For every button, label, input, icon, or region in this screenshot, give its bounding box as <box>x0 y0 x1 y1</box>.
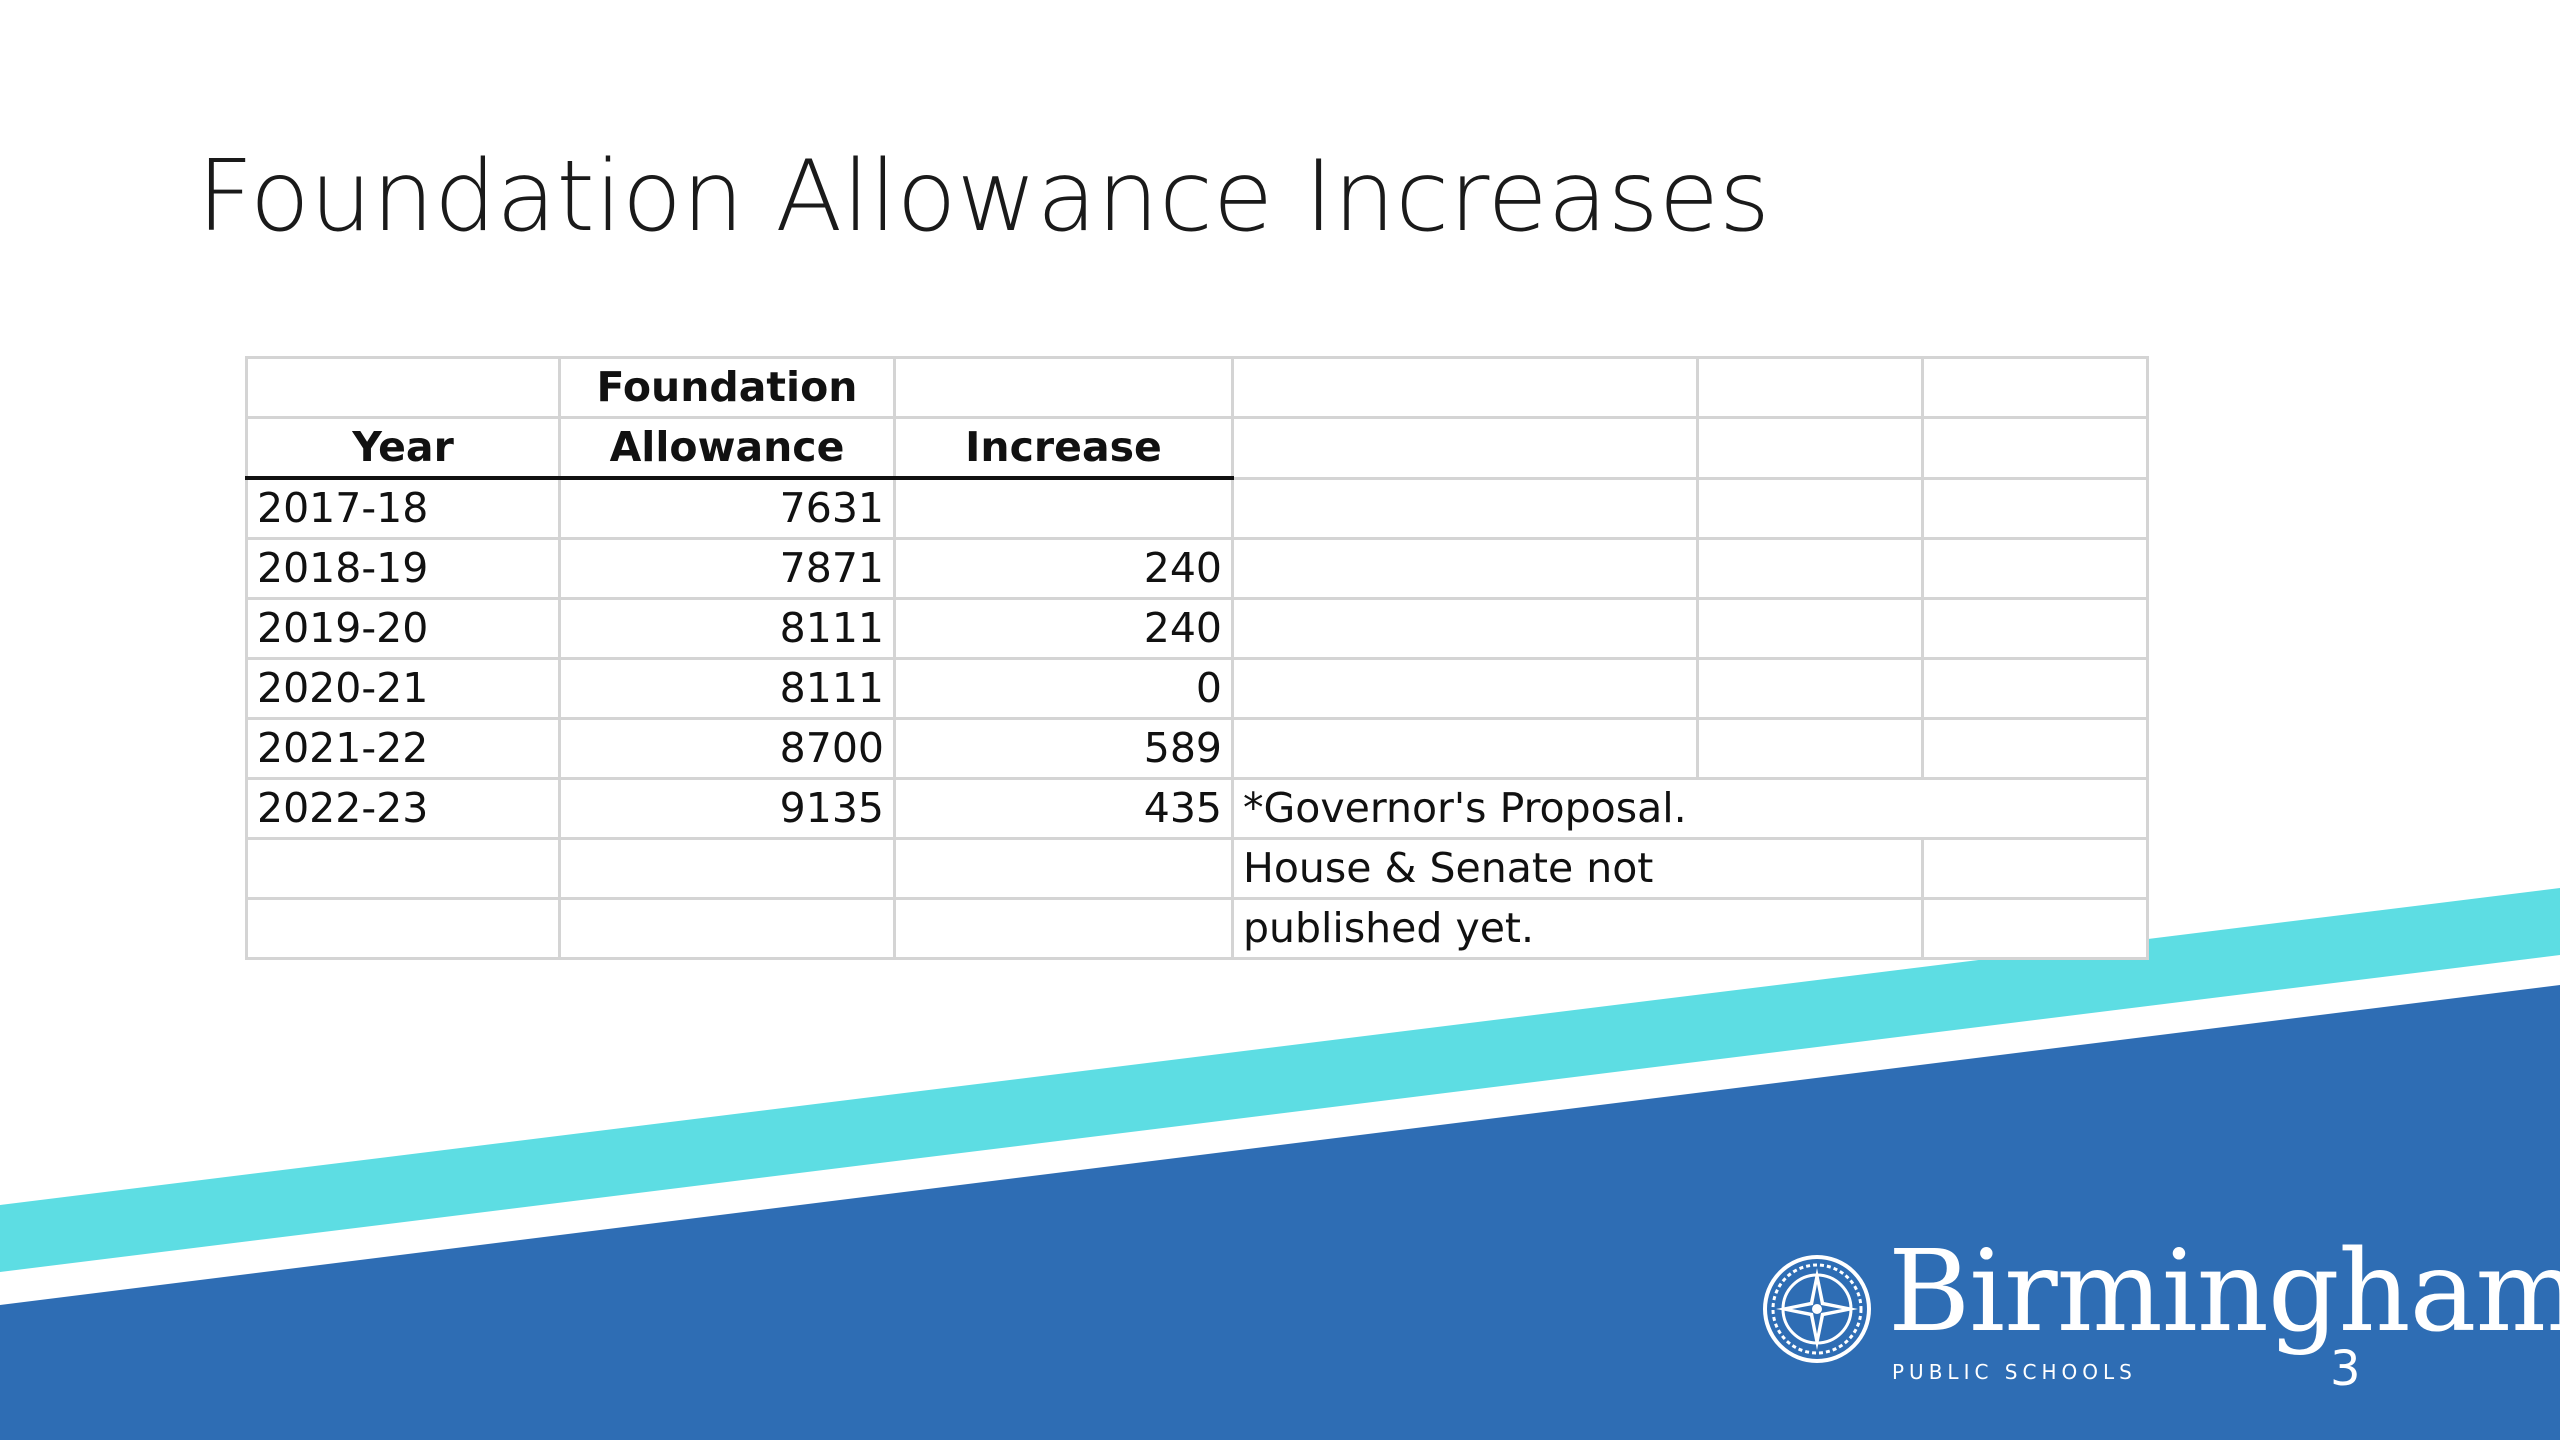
table-row: 2018-19 7871 240 <box>245 537 2149 600</box>
year-cell: 2017-18 <box>245 476 561 540</box>
table-row: House & Senate not <box>245 837 2149 900</box>
allowance-cell: 9135 <box>558 777 896 840</box>
empty-cell <box>1695 777 1923 840</box>
header-cell-year: Year <box>245 416 561 480</box>
empty-cell <box>1695 537 1924 600</box>
empty-cell <box>1920 837 2149 900</box>
table-row: 2022-23 9135 435 *Governor's Proposal. <box>245 777 2149 840</box>
empty-cell <box>1920 597 2149 660</box>
empty-cell <box>1695 476 1924 540</box>
increase-cell: 240 <box>893 597 1234 660</box>
note-line-2: House & Senate not <box>1243 844 1654 892</box>
year-cell: 2022-23 <box>245 777 561 840</box>
header-cell-allowance: Allowance <box>558 416 896 480</box>
header-cell-increase: Increase <box>893 416 1234 480</box>
empty-cell <box>1231 476 1699 540</box>
header-cell <box>893 356 1234 419</box>
empty-cell <box>1920 897 2149 960</box>
empty-cell <box>1231 597 1699 660</box>
empty-cell <box>1920 657 2149 720</box>
page-title: Foundation Allowance Increases <box>197 140 1771 254</box>
note-cell: House & Senate not <box>1231 837 1698 900</box>
note-line-1: *Governor's Proposal. <box>1243 784 1687 832</box>
empty-cell <box>1920 777 2149 840</box>
note-line-3: published yet. <box>1243 904 1535 952</box>
year-cell: 2018-19 <box>245 537 561 600</box>
header-cell-foundation: Foundation <box>558 356 896 419</box>
blue-band <box>0 985 2560 1440</box>
year-cell: 2020-21 <box>245 657 561 720</box>
empty-cell <box>1920 717 2149 780</box>
empty-cell <box>558 897 896 960</box>
empty-cell <box>1231 537 1699 600</box>
increase-cell: 0 <box>893 657 1234 720</box>
compass-emblem-icon <box>1763 1255 1871 1363</box>
empty-cell <box>1695 597 1924 660</box>
empty-cell <box>1695 657 1924 720</box>
empty-cell <box>245 837 561 900</box>
header-cell <box>245 356 561 419</box>
empty-cell <box>1231 717 1699 780</box>
allowance-cell: 8111 <box>558 657 896 720</box>
empty-cell <box>1920 537 2149 600</box>
allowance-cell: 8111 <box>558 597 896 660</box>
header-row-2: Year Allowance Increase <box>245 416 2149 480</box>
increase-cell: 240 <box>893 537 1234 600</box>
empty-cell <box>1695 356 1924 419</box>
empty-cell <box>1695 837 1924 900</box>
increase-cell: 435 <box>893 777 1234 840</box>
empty-cell <box>1920 416 2149 480</box>
page-number: 3 <box>2330 1341 2361 1397</box>
cyan-stripe <box>0 888 2560 1272</box>
header-row-1: Foundation <box>245 356 2149 419</box>
year-cell: 2019-20 <box>245 597 561 660</box>
increase-cell: 589 <box>893 717 1234 780</box>
allowance-cell: 7631 <box>558 476 896 540</box>
empty-cell <box>893 897 1234 960</box>
empty-cell <box>558 837 896 900</box>
allowance-cell: 8700 <box>558 717 896 780</box>
empty-cell <box>245 897 561 960</box>
empty-cell <box>1695 717 1924 780</box>
table-row: 2020-21 8111 0 <box>245 657 2149 720</box>
empty-cell <box>1231 416 1699 480</box>
table-row: 2017-18 7631 <box>245 476 2149 540</box>
year-cell: 2021-22 <box>245 717 561 780</box>
empty-cell <box>1231 657 1699 720</box>
note-cell: published yet. <box>1231 897 1698 960</box>
foundation-allowance-table: Foundation Year Allowance Increase 2017-… <box>245 356 2149 960</box>
logo-subtitle: PUBLIC SCHOOLS <box>1892 1360 2137 1384</box>
empty-cell <box>893 837 1234 900</box>
table-row: 2019-20 8111 240 <box>245 597 2149 660</box>
increase-cell <box>893 476 1234 540</box>
logo-wordmark: Birmingham <box>1888 1227 2560 1357</box>
table-row: published yet. <box>245 897 2149 960</box>
empty-cell <box>1695 897 1924 960</box>
empty-cell <box>1695 416 1924 480</box>
note-cell: *Governor's Proposal. <box>1231 777 1698 840</box>
allowance-cell: 7871 <box>558 537 896 600</box>
birmingham-logo: Birmingham PUBLIC SCHOOLS <box>1762 1236 2560 1400</box>
empty-cell <box>1920 476 2149 540</box>
table-row: 2021-22 8700 589 <box>245 717 2149 780</box>
empty-cell <box>1920 356 2149 419</box>
empty-cell <box>1231 356 1699 419</box>
